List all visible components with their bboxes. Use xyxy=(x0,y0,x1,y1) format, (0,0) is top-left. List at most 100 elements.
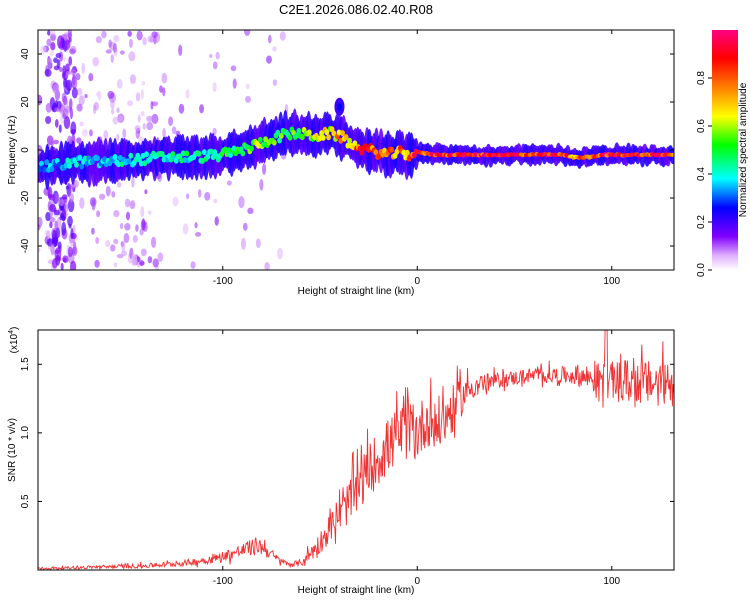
spectrogram-ridge-cell xyxy=(373,149,379,156)
spectrogram-ridge-cell xyxy=(352,140,358,147)
spectrogram-noise-blob xyxy=(276,247,284,260)
spectrogram-noise-blob xyxy=(142,122,146,130)
spectrogram-noise-blob xyxy=(71,87,78,99)
spectrogram-noise-blob xyxy=(110,244,116,252)
spectrogram-noise-blob xyxy=(194,222,198,229)
spectrogram-noise-blob xyxy=(75,73,81,81)
spectrogram-ridge-cell xyxy=(49,166,55,173)
spectrogram-noise-blob xyxy=(68,56,73,66)
spectrogram-noise-blob xyxy=(268,34,272,44)
spectrogram-noise-blob xyxy=(123,232,130,244)
spectrogram-noise-blob xyxy=(168,116,174,127)
snr-x-label: Height of straight line (km) xyxy=(298,585,415,596)
spectrogram-ridge-cell xyxy=(74,161,79,168)
spectrogram-ridge-cell xyxy=(389,146,394,153)
spectrogram-noise-blob xyxy=(56,59,61,69)
spectrogram-ridge-cell xyxy=(287,134,293,141)
spectrogram-noise-blob xyxy=(79,121,84,127)
spectrogram-noise-blob xyxy=(140,206,145,218)
spectrogram-noise-blob xyxy=(116,181,122,188)
spectrogram-ridge-cell xyxy=(249,145,254,152)
spectrogram-ridge-cell xyxy=(184,150,190,157)
spectrogram-noise-blob xyxy=(146,121,154,131)
spectrogram-ridge-cell xyxy=(306,129,312,136)
spectrogram-noise-blob xyxy=(124,198,131,208)
spectrogram-noise-blob xyxy=(105,49,112,54)
colorbar: 0.0 0.2 0.4 0.6 0.8 Normalized spectral ampl… xyxy=(696,30,749,277)
spectrogram-noise-blob xyxy=(171,126,177,135)
spectrogram-ridge-cell xyxy=(257,136,263,143)
snr-y-ticks: 0.5 1.0 1.5 xyxy=(20,357,674,508)
spectrogram-noise-blob xyxy=(147,256,153,264)
spectrogram-noise-blob xyxy=(53,57,58,64)
spectrogram-x-label: Height of straight line (km) xyxy=(298,286,415,297)
spectrogram-noise-blob xyxy=(57,35,64,49)
snr-y-multiplier-base: (x10 xyxy=(9,333,20,353)
colorbar-gradient xyxy=(712,30,738,270)
spectrogram-noise-blob xyxy=(259,178,264,191)
spectrogram-noise-blob xyxy=(45,211,51,222)
spectrogram-noise-blob xyxy=(182,223,189,235)
spectrogram-noise-blob xyxy=(107,90,115,100)
spectrogram-noise-blob xyxy=(141,81,146,86)
spectrogram-noise-blob xyxy=(151,113,159,125)
spectrogram-noise-blob xyxy=(38,94,43,106)
spectrogram-noise-blob xyxy=(105,240,111,248)
spectrogram-noise-blob xyxy=(111,191,116,198)
spectrogram-noise-blob xyxy=(44,68,52,77)
spectrogram-noise-blob xyxy=(94,259,100,268)
spectrogram-ridge-cell xyxy=(278,132,284,139)
spectrogram-noise-blob xyxy=(213,198,218,204)
spectrogram-noise-blob xyxy=(62,112,66,119)
spectrogram-ridge-cell xyxy=(116,161,121,168)
spectrogram-noise-blob xyxy=(67,215,73,227)
spectrogram-noise-blob xyxy=(71,232,77,240)
spectrogram-noise-blob xyxy=(140,110,145,117)
spectrogram-noise-blob xyxy=(185,89,190,99)
spectrogram-noise-blob xyxy=(172,196,179,207)
spectrogram-ridge-cell xyxy=(196,150,202,157)
spectrogram-noise-blob xyxy=(215,51,220,60)
spectrogram-noise-blob xyxy=(112,43,117,53)
spectrogram-noise-blob xyxy=(157,252,164,262)
spectrogram-noise-blob xyxy=(194,231,202,237)
snr-panel: -100 0 100 0.5 1.0 1.5 Height of straight li… xyxy=(7,327,675,596)
spectrogram-noise-blob xyxy=(151,31,158,38)
spectrogram-noise-blob xyxy=(110,54,114,63)
snr-frame xyxy=(37,329,675,571)
spectrogram-noise-blob xyxy=(118,115,123,122)
spectrogram-noise-blob xyxy=(125,211,130,221)
spectrogram-noise-blob xyxy=(78,95,85,106)
spectrogram-bump xyxy=(336,102,342,111)
spectrogram-noise-blob xyxy=(152,258,159,268)
spectrogram-noise-blob xyxy=(58,66,63,73)
spectrogram-noise-blob xyxy=(131,176,135,188)
spectrogram-noise-blob xyxy=(60,262,64,270)
spectrogram-ridge-cell xyxy=(261,141,267,148)
spectrogram-noise-blob xyxy=(127,100,133,107)
spectrogram-ridge-cell xyxy=(240,150,246,157)
spectrogram-noise-blob xyxy=(127,30,132,37)
spectrogram-noise-blob xyxy=(272,79,278,86)
spectrogram-noise-blob xyxy=(89,129,93,137)
spectrogram-noise-blob xyxy=(175,130,181,137)
x-tick-label: 0 xyxy=(414,276,420,287)
spectrogram-ridge-cell xyxy=(263,136,268,143)
spectrogram-noise-blob xyxy=(113,210,120,218)
spectrogram-ridge-cell xyxy=(256,142,261,149)
spectrogram-noise-blob xyxy=(58,124,62,133)
spectrogram-noise-blob xyxy=(262,163,267,176)
spectrogram-noise-blob xyxy=(54,256,62,262)
spectrogram-noise-blob xyxy=(50,42,56,51)
spectrogram-noise-blob xyxy=(129,38,133,48)
x-tick-label: 100 xyxy=(603,576,620,587)
spectrogram-noise-blob xyxy=(272,46,277,52)
spectrogram-noise-blob xyxy=(70,260,77,270)
spectrogram-noise-blob xyxy=(162,127,166,139)
spectrogram-noise-blob xyxy=(52,84,59,94)
spectrogram-noise-blob xyxy=(150,236,157,248)
spectrogram-noise-blob xyxy=(140,88,145,100)
spectrogram-noise-blob xyxy=(62,56,67,62)
spectrogram-noise-blob xyxy=(53,139,59,145)
spectrogram-noise-blob xyxy=(128,51,136,62)
